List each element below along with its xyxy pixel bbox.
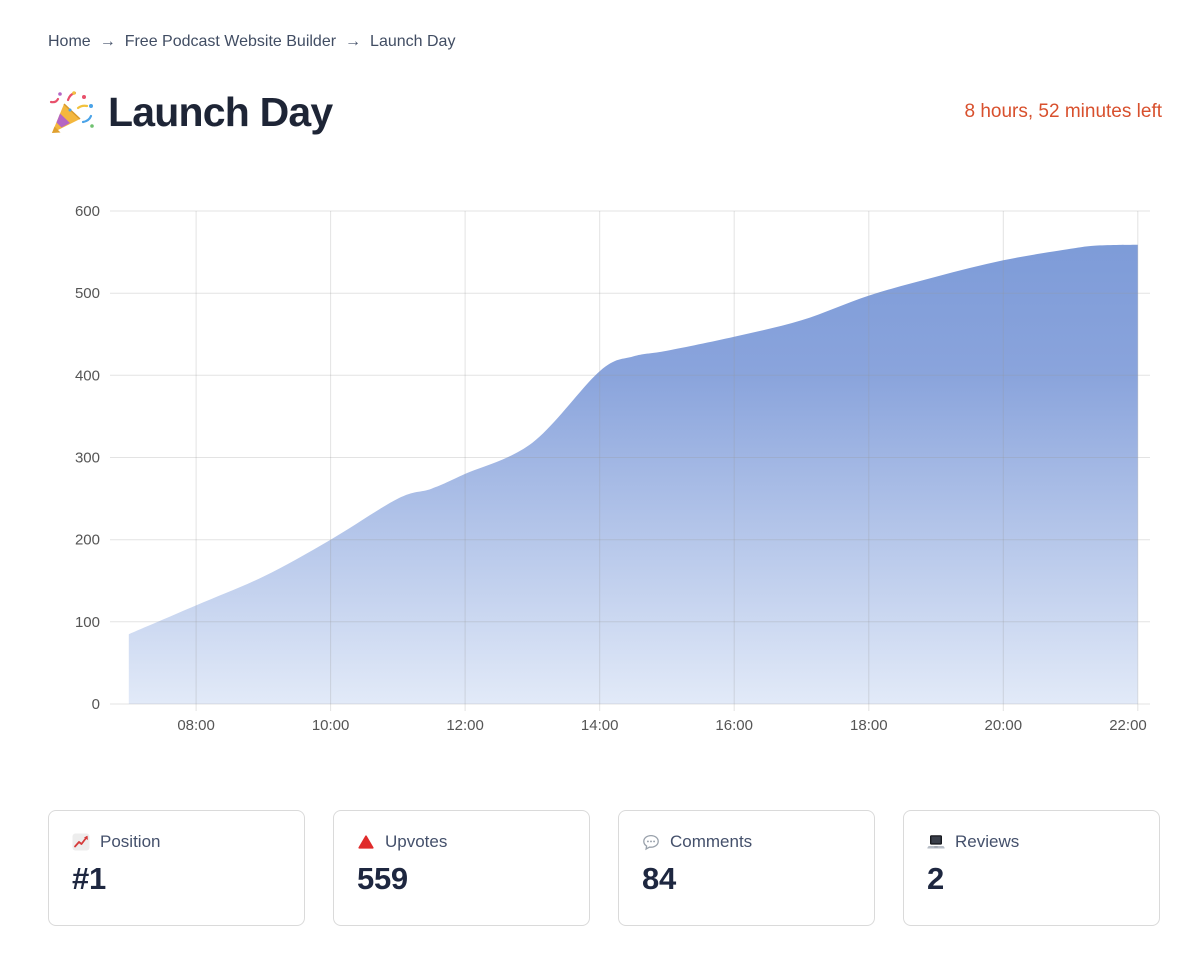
breadcrumb-link-product[interactable]: Free Podcast Website Builder (124, 33, 337, 50)
svg-text:0: 0 (92, 696, 100, 713)
svg-text:200: 200 (75, 532, 100, 549)
breadcrumb-link-home[interactable]: Home (48, 33, 91, 50)
svg-text:14:00: 14:00 (581, 717, 619, 734)
chart-increasing-icon (72, 833, 90, 851)
svg-text:16:00: 16:00 (715, 717, 753, 734)
svg-text:10:00: 10:00 (312, 717, 350, 734)
stat-value: #1 (72, 861, 106, 896)
stat-value: 2 (927, 861, 944, 896)
upvotes-area-chart: 0 100 200 300 400 500 600 08:00 10:00 12:00 14:00 1… (0, 190, 1200, 760)
stats-row: Position #1 Upvotes 559 (48, 810, 1162, 926)
svg-text:500: 500 (75, 285, 100, 302)
stat-card-reviews: Reviews 2 (903, 810, 1160, 926)
breadcrumb: Home → Free Podcast Website Builder → La… (48, 33, 455, 51)
svg-text:12:00: 12:00 (446, 717, 484, 734)
svg-text:08:00: 08:00 (177, 717, 215, 734)
stat-label: Comments (670, 832, 753, 851)
breadcrumb-current: Launch Day (370, 33, 456, 50)
countdown-text: 8 hours, 52 minutes left (964, 101, 1163, 122)
stat-card-comments: Comments 84 (618, 810, 875, 926)
page-header: Launch Day (48, 88, 333, 136)
stat-value: 84 (642, 861, 676, 896)
svg-text:20:00: 20:00 (985, 717, 1023, 734)
svg-text:22:00: 22:00 (1109, 717, 1147, 734)
stat-label: Reviews (955, 832, 1020, 851)
stat-label: Position (100, 832, 161, 851)
stat-label: Upvotes (385, 832, 448, 851)
page-title: Launch Day (108, 88, 333, 135)
stat-card-position: Position #1 (48, 810, 305, 926)
svg-text:400: 400 (75, 367, 100, 384)
party-popper-icon (48, 88, 96, 136)
svg-text:100: 100 (75, 614, 100, 631)
breadcrumb-separator-icon: → (345, 33, 362, 50)
svg-text:18:00: 18:00 (850, 717, 888, 734)
laptop-icon (927, 833, 945, 851)
stat-card-upvotes: Upvotes 559 (333, 810, 590, 926)
svg-text:600: 600 (75, 203, 100, 220)
red-triangle-up-icon (357, 833, 375, 851)
stat-value: 559 (357, 861, 408, 896)
breadcrumb-separator-icon: → (99, 33, 116, 50)
svg-text:300: 300 (75, 450, 100, 467)
speech-balloon-icon (642, 833, 660, 851)
